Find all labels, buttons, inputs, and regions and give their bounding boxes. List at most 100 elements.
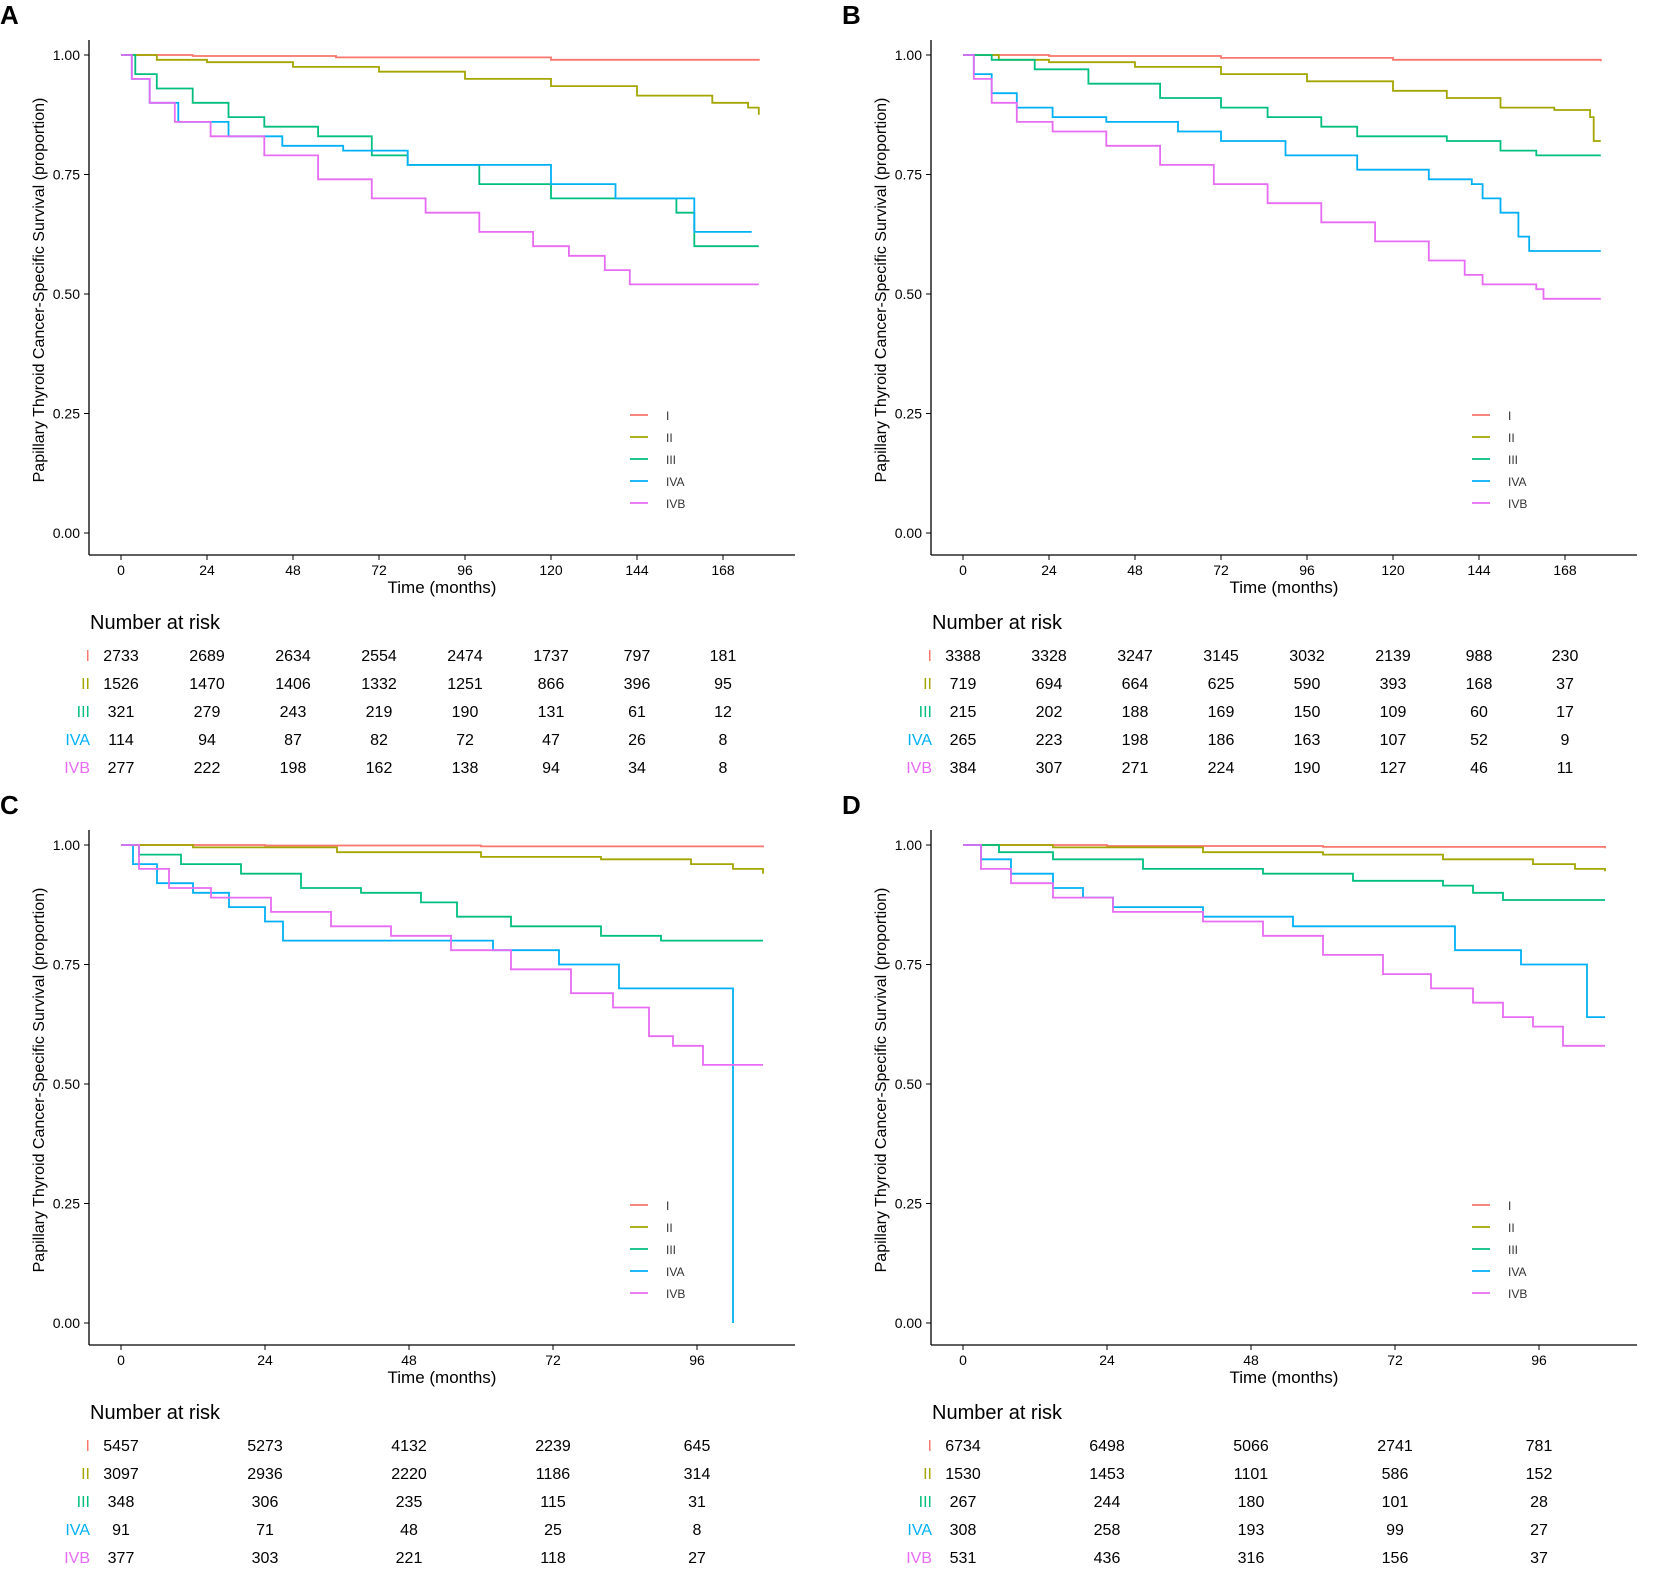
risk-table-title: Number at risk [90,612,221,634]
risk-row-IVA: IVA 308 258 193 99 27 [842,1522,1662,1546]
legend-label: III [1508,1243,1518,1257]
risk-count: 61 [628,704,646,721]
legend-label: II [666,431,673,445]
risk-count: 988 [1465,648,1493,665]
survival-curve-I [963,54,1602,62]
risk-count: 645 [683,1438,711,1455]
panel-letter: A [0,0,19,30]
risk-row-label: II [923,1466,932,1483]
risk-count: 188 [1121,704,1149,721]
risk-count: 2689 [189,648,225,665]
x-tick-label: 48 [401,1352,417,1368]
risk-count: 34 [628,760,646,777]
risk-count: 168 [1465,676,1493,693]
x-tick-label: 0 [959,562,967,578]
legend-label: I [666,409,669,423]
risk-table-title: Number at risk [932,612,1063,634]
risk-count: 27 [1530,1522,1548,1539]
risk-count: 267 [949,1494,977,1511]
survival-curve-IVB [963,54,1601,300]
km-plot: 0.00 0.25 0.50 0.75 1.00 0 24 48 72 96 Time (month… [31,830,795,1387]
risk-count: 37 [1556,676,1574,693]
legend-label: IVB [1508,497,1527,511]
x-tick-label: 120 [539,562,563,578]
x-tick-label: 0 [959,1352,967,1368]
x-axis-title: Time (months) [388,578,497,597]
risk-count: 781 [1525,1438,1553,1455]
risk-count: 27 [688,1550,706,1567]
y-axis-title: Papillary Thyroid Cancer-Specific Surviv… [31,888,48,1273]
survival-curve-IVA [963,844,1605,1018]
risk-row-label: IVA [65,1522,90,1539]
risk-row-I: I 3388 3328 3247 3145 3032 2139 988 230 [842,648,1662,672]
risk-row-II: II 719 694 664 625 590 393 168 37 [842,676,1662,700]
x-tick-label: 48 [1127,562,1143,578]
risk-row-label: I [927,1438,932,1455]
legend-label: II [666,1221,673,1235]
km-plot: 0.00 0.25 0.50 0.75 1.00 0 24 48 72 96 120 144 168 Ti… [873,40,1637,597]
risk-count: 162 [365,760,393,777]
risk-count: 28 [1530,1494,1548,1511]
risk-count: 17 [1556,704,1574,721]
risk-row-IVA: IVA 114 94 87 82 72 47 26 8 [0,732,820,756]
risk-row-IVA: IVA 91 71 48 25 8 [0,1522,820,1546]
risk-count: 9 [1560,732,1570,749]
risk-count: 3097 [103,1466,139,1483]
legend-label: IVB [666,497,685,511]
x-tick-label: 24 [257,1352,273,1368]
risk-count: 590 [1293,676,1321,693]
y-tick-label: 0.25 [895,1196,922,1212]
risk-count: 193 [1237,1522,1265,1539]
risk-row-IVB: IVB 531 436 316 156 37 [842,1550,1662,1574]
risk-count: 87 [284,732,302,749]
risk-count: 4132 [391,1438,427,1455]
survival-curve-IVA [121,844,734,1323]
legend-label: IVB [666,1287,685,1301]
risk-count: 2474 [447,648,483,665]
risk-count: 6734 [945,1438,981,1455]
risk-count: 215 [949,704,977,721]
risk-count: 3032 [1289,648,1325,665]
risk-count: 308 [949,1522,977,1539]
panel-c: C 0.00 0.25 0.50 0.75 1.00 0 24 48 72 96 Time (mon… [0,790,820,1580]
legend-label: IVA [1508,475,1526,489]
x-tick-label: 168 [711,562,735,578]
risk-count: 1101 [1233,1466,1269,1483]
risk-count: 152 [1525,1466,1553,1483]
x-tick-label: 48 [285,562,301,578]
km-plot: 0.00 0.25 0.50 0.75 1.00 0 24 48 72 96 Time (month… [873,830,1637,1387]
y-tick-label: 0.50 [53,286,80,302]
risk-row-label: I [927,648,932,665]
risk-row-III: III 215 202 188 169 150 109 60 17 [842,704,1662,728]
x-tick-label: 96 [1531,1352,1547,1368]
risk-count: 5066 [1233,1438,1269,1455]
risk-row-label: IVB [906,760,932,777]
risk-count: 436 [1093,1550,1121,1567]
risk-row-label: IVA [907,1522,932,1539]
risk-count: 5457 [103,1438,139,1455]
risk-count: 109 [1379,704,1407,721]
legend-label: I [666,1199,669,1213]
risk-count: 127 [1379,760,1407,777]
risk-count: 277 [107,760,135,777]
risk-count: 6498 [1089,1438,1125,1455]
risk-count: 99 [1386,1522,1404,1539]
legend-label: II [1508,1221,1515,1235]
risk-row-label: II [81,676,90,693]
risk-count: 8 [718,760,728,777]
risk-count: 202 [1035,704,1063,721]
x-tick-label: 144 [625,562,649,578]
risk-count: 3247 [1117,648,1153,665]
risk-count: 2936 [247,1466,283,1483]
risk-count: 169 [1207,704,1235,721]
legend-label: III [666,1243,676,1257]
risk-count: 396 [623,676,651,693]
risk-count: 95 [714,676,732,693]
risk-count: 3328 [1031,648,1067,665]
risk-row-IVA: IVA 265 223 198 186 163 107 52 9 [842,732,1662,756]
x-tick-label: 96 [1299,562,1315,578]
y-tick-label: 1.00 [895,47,922,63]
legend-label: IVA [666,1265,684,1279]
y-tick-label: 0.25 [53,406,80,422]
risk-row-IVB: IVB 277 222 198 162 138 94 34 8 [0,760,820,784]
